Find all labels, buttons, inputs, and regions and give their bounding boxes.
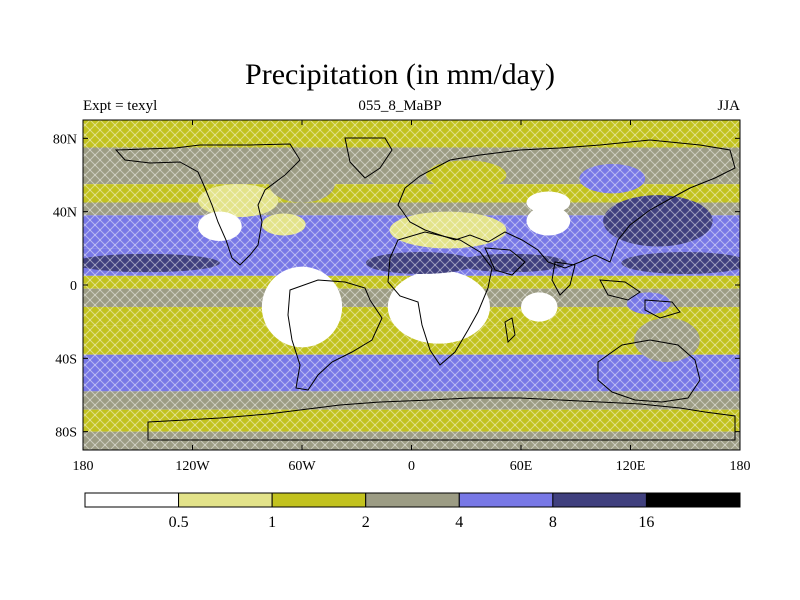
precipitation-field <box>83 120 740 450</box>
x-tick-label: 60E <box>510 459 533 474</box>
x-tick-label: 180 <box>73 459 94 474</box>
colorbar: 0.5 1 2 4 8 16 <box>84 492 741 531</box>
colorbar-box-1 <box>178 492 273 508</box>
time-label: 055_8_MaBP <box>358 98 442 114</box>
axes: 180 120W 60W 0 60E 120E 180 80N 40N 0 40S 80S <box>53 120 751 474</box>
x-tick-label: 0 <box>408 459 415 474</box>
colorbar-box-0 <box>84 492 180 508</box>
colorbar-label: 16 <box>638 514 654 531</box>
y-tick-label: 40N <box>53 206 77 221</box>
colorbar-box-4 <box>458 492 554 508</box>
season-label: JJA <box>717 98 740 114</box>
colorbar-label: 1 <box>268 514 276 531</box>
y-tick-label: 40S <box>55 352 77 367</box>
x-tick-label: 180 <box>730 459 751 474</box>
x-tick-label: 60W <box>288 459 316 474</box>
experiment-label: Expt = texyl <box>83 98 158 114</box>
colorbar-label: 2 <box>362 514 370 531</box>
x-tick-label: 120E <box>616 459 646 474</box>
colorbar-label: 8 <box>549 514 557 531</box>
y-tick-label: 80N <box>53 132 77 147</box>
colorbar-box-5 <box>552 492 647 508</box>
colorbar-label: 4 <box>455 514 463 531</box>
y-tick-label: 80S <box>55 426 77 441</box>
colorbar-box-3 <box>365 492 460 508</box>
chart-title: Precipitation (in mm/day) <box>245 58 555 91</box>
colorbar-box-6 <box>645 492 741 508</box>
coastlines <box>114 137 736 441</box>
significance-hatching <box>83 120 740 450</box>
x-tick-label: 120W <box>175 459 210 474</box>
colorbar-box-2 <box>271 492 367 508</box>
colorbar-label: 0.5 <box>169 514 189 531</box>
y-tick-label: 0 <box>70 279 77 294</box>
